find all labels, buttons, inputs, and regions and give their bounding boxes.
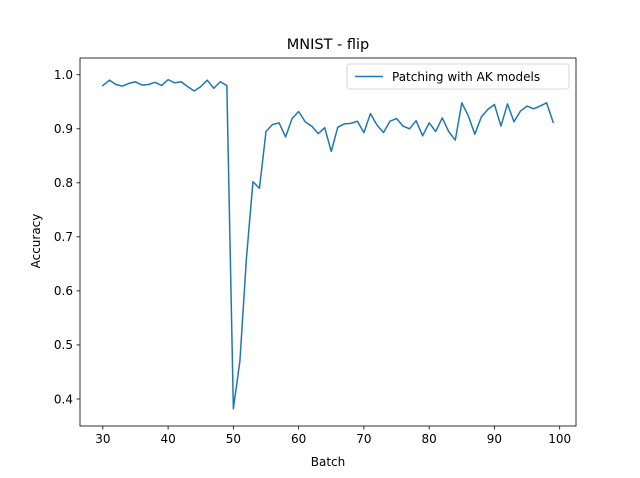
- y-tick-label: 0.6: [54, 284, 73, 298]
- x-tick-label: 100: [548, 432, 571, 446]
- y-tick-label: 0.4: [54, 392, 73, 406]
- legend-box: [346, 63, 570, 90]
- x-tick-label: 60: [291, 432, 306, 446]
- y-tick-label: 1.0: [54, 68, 73, 82]
- x-tick-label: 70: [356, 432, 371, 446]
- y-tick-label: 0.7: [54, 230, 73, 244]
- x-tick-label: 50: [226, 432, 241, 446]
- plot-area: 30 40 50 60 70 80 90 100 0.4 0.5 0.6 0.7 0.8 0.9 1.0 Pa…: [54, 57, 577, 446]
- x-tick-label: 30: [95, 432, 110, 446]
- series-line-0: [101, 78, 555, 410]
- y-axis-title: Accuracy: [29, 214, 43, 269]
- x-tick-label: 40: [160, 432, 175, 446]
- chart-title: MNIST - flip: [287, 37, 370, 53]
- y-tick-label: 0.8: [54, 176, 73, 190]
- x-tick-label: 80: [422, 432, 437, 446]
- x-tick-label: 90: [487, 432, 502, 446]
- x-axis-title: Batch: [311, 455, 346, 469]
- y-tick-label: 0.9: [54, 122, 73, 136]
- axes-frame: [79, 57, 577, 427]
- legend-label: Patching with AK models: [392, 70, 540, 84]
- y-tick-label: 0.5: [54, 338, 73, 352]
